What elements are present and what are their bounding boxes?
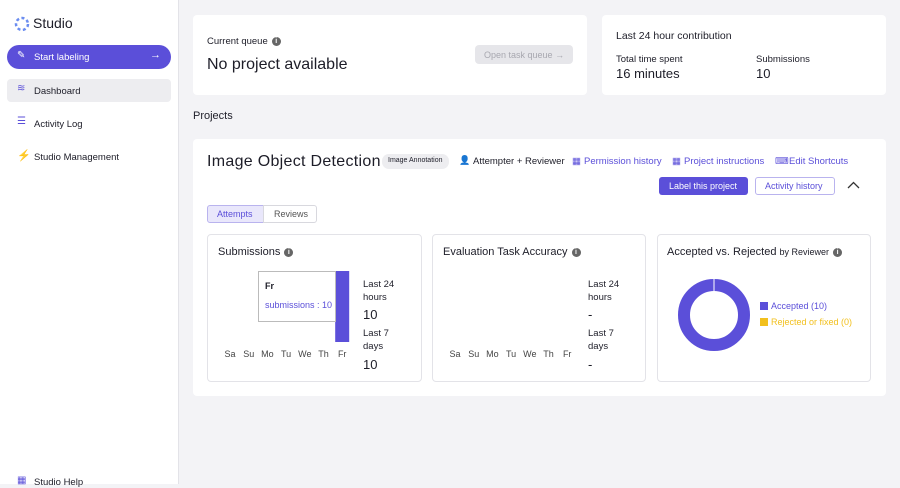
info-icon: i [833,247,843,257]
icon: ☰ [17,116,26,127]
label: Dashboard [34,86,81,97]
projects-heading: Projects [193,110,233,122]
last24-value: 10 [363,307,378,322]
subtitle: by Reviewer [779,247,830,257]
queue-label: Current queue i [207,36,281,47]
accuracy-chart: Sa Su Mo Tu We Th Fr [449,349,572,359]
tooltip-text: submissions : 10 [265,300,333,310]
info-icon: i [284,247,294,257]
x-tick-label: Fr [338,349,347,359]
x-tick-label: Fr [563,349,572,359]
text: Submissions [218,246,281,258]
badge: Image Annotation [382,154,449,169]
start-labeling-button[interactable]: Start labeling ✎ → [7,45,171,69]
tooltip-day: Fr [265,281,274,291]
studio-management-item[interactable]: Studio Management ⚡ [7,146,171,169]
title: Submissions i [218,246,294,258]
accuracy-card: Evaluation Task Accuracy i Sa Su Mo Tu We Th Fr… [432,234,646,382]
edit-shortcuts-link[interactable]: Edit Shortcuts [789,156,849,167]
time-label: Total time spent [616,54,683,65]
label: Open task queue [484,50,553,60]
time-value: 16 minutes [616,66,680,81]
activity-history-button[interactable]: Activity history [755,177,835,195]
x-tick-label: Th [318,349,329,359]
donut-chart [678,278,750,351]
logo [14,16,30,32]
queue-card: Current queue i No project available Open… [193,15,587,95]
legend-label: Rejected or fixed (0) [771,317,853,327]
x-tick-label: Tu [281,349,291,359]
submissions-value: 10 [756,66,771,81]
info-icon: i [271,36,281,46]
brand: Studio [33,15,73,31]
last7-value: 10 [363,357,378,372]
x-tick-label: Th [543,349,554,359]
last24-label: Last 24 hours [363,279,395,303]
icon: ▦ [672,156,681,167]
legend-label: Accepted (10) [771,301,828,311]
contribution-card: Last 24 hour contribution Total time spe… [602,15,886,95]
last7-label: Last 7 days [588,328,614,352]
icon: ▦ [572,156,581,167]
bar [335,271,350,342]
help[interactable]: Studio Help [34,477,84,488]
project-instructions-link[interactable]: Project instructions [684,156,765,167]
arrow: → [150,49,161,61]
text: Accepted vs. Rejected [667,246,777,258]
submissions-chart: Sa Su Mo Tu We Th Fr [224,271,350,359]
label: Activity Log [34,119,83,130]
text: Evaluation Task Accuracy [443,246,568,258]
last24-label: Last 24 hours [588,279,620,303]
donut-segment [678,279,750,351]
open-queue-button[interactable]: Open task queue → [475,45,573,64]
x-tick-label: Sa [449,349,460,359]
x-tick-label: Su [468,349,479,359]
attempts-tab[interactable]: Attempts [207,205,264,223]
label: Start labeling [34,52,90,63]
icon: ≋ [17,83,26,94]
legend-swatch [760,318,768,326]
dashboard-item[interactable]: Dashboard ≋ [7,79,171,102]
contribution-title: Last 24 hour contribution [616,30,732,42]
x-tick-label: Tu [506,349,516,359]
queue-status: No project available [207,56,348,73]
sidebar: Studio Start labeling ✎ → Dashboard ≋ Ac… [0,0,179,488]
legend-item: Rejected or fixed (0) [760,317,852,327]
x-tick-label: We [523,349,536,359]
x-tick-label: We [298,349,311,359]
x-tick-label: Su [243,349,254,359]
label-project-button[interactable]: Label this project [659,177,748,195]
legend-item: Accepted (10) [760,301,852,311]
x-tick-label: Sa [224,349,235,359]
activity-log-item[interactable]: Activity Log ☰ [7,113,171,136]
role: Attempter + Reviewer [473,156,565,167]
text: Current queue [207,36,268,47]
help-icon: ▦ [17,475,27,486]
icon: ⚡ [17,150,31,162]
reviews-tab[interactable]: Reviews [263,205,317,223]
person-icon: 👤 [459,155,471,165]
icon: ⌨ [775,156,789,167]
info-icon: i [571,247,581,257]
last24-value: - [588,307,593,322]
title: Accepted vs. Rejected by Reviewer i [667,246,843,258]
permission-history-link[interactable]: Permission history [584,156,662,167]
collapse-chevron[interactable] [847,180,860,190]
title: Evaluation Task Accuracy i [443,246,581,258]
submissions-card: Submissions i Sa Su Mo Tu We Th Fr Fr submissio… [207,234,422,382]
submissions-label: Submissions [756,54,810,65]
legend: Accepted (10) Rejected or fixed (0) [760,301,852,333]
tooltip: Fr submissions : 10 [258,271,336,322]
last7-label: Last 7 days [363,328,389,352]
x-tick-label: Mo [261,349,274,359]
label: Studio Management [34,152,120,163]
project-name: Image Object Detection [207,153,381,170]
icon: ✎ [17,50,26,61]
last7-value: - [588,357,593,372]
accepted-card: Accepted vs. Rejected by Reviewer i Accep… [657,234,871,382]
legend-swatch [760,302,768,310]
x-tick-label: Mo [486,349,499,359]
